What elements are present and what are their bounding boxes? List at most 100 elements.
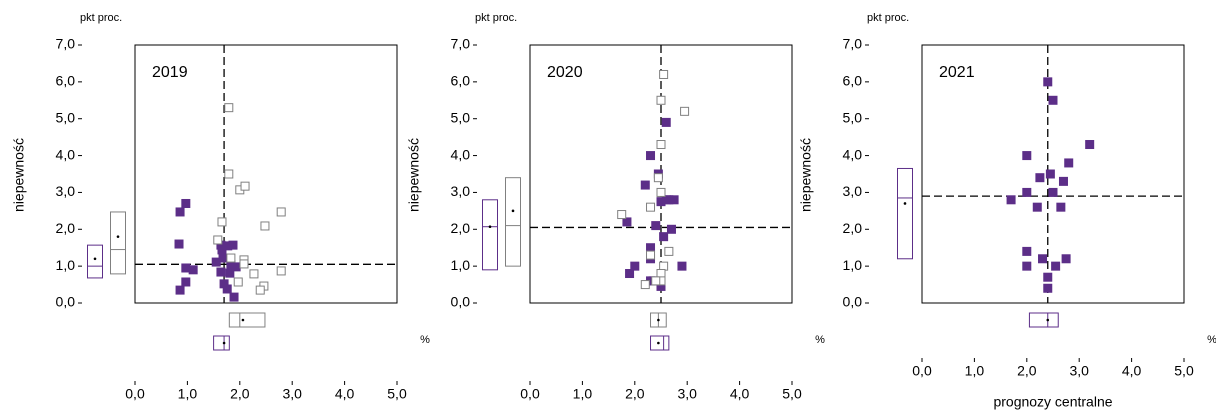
x-tick-label: 2,0 [625,386,645,402]
data-point [276,207,286,217]
data-point [630,261,640,271]
data-point [1022,246,1032,256]
y-tick-label: 7,0 [451,36,471,52]
data-point [661,195,671,205]
y-tick-label: 1,0 [56,257,76,273]
data-point [656,95,666,105]
y-tick-label: 1,0 [451,257,471,273]
data-point [216,267,226,277]
data-point [276,266,286,276]
data-point [1022,261,1032,271]
data-point [175,285,185,295]
data-point [640,280,650,290]
box-mean [1046,318,1050,322]
x-tick-label: 1,0 [965,363,985,379]
data-point [224,169,234,179]
data-point [653,173,663,183]
data-point [656,269,666,279]
data-point [659,69,669,79]
x-tick-label: 2,0 [1017,363,1037,379]
y-tick-label: 5,0 [451,109,471,125]
y-tick-label: 1,0 [843,257,863,273]
box-mean [222,341,226,345]
data-point [625,269,635,279]
data-point [656,187,666,197]
x-tick-label: 0,0 [125,386,145,402]
x-tick-label: 5,0 [782,386,802,402]
y-tick-label: 4,0 [451,146,471,162]
data-point [181,277,191,287]
y-tick-label: 7,0 [56,36,76,52]
data-point [1045,169,1055,179]
data-point [233,277,243,287]
data-point [188,265,198,275]
data-point [222,284,232,294]
data-point [260,221,270,231]
data-point [174,239,184,249]
y-tick-label: 0,0 [843,294,863,310]
data-point [659,261,669,271]
data-point [1058,176,1068,186]
x-tick-label: 3,0 [1069,363,1089,379]
data-point [225,268,235,278]
uncertainty-box [110,211,126,275]
data-point [229,292,239,302]
unit-label: pkt proc. [867,12,909,24]
box-mean [93,257,97,261]
data-point [664,246,674,256]
y-tick-label: 6,0 [56,73,76,89]
data-point [226,253,236,263]
x-tick-label: 4,0 [1122,363,1142,379]
data-point [661,117,671,127]
data-point [1022,151,1032,161]
data-point [617,210,627,220]
data-point [646,202,656,212]
panel-label: 2019 [152,64,188,81]
data-point [1085,140,1095,150]
data-point [646,250,656,260]
data-point [640,180,650,190]
box-mean [511,209,515,213]
box-mean [657,318,660,322]
uncertainty-box [482,199,498,271]
box-mean [903,202,907,205]
x-tick-label: 1,0 [178,386,198,402]
data-point [1032,202,1042,212]
data-point [231,262,241,272]
x-tick-label: 0,0 [912,363,932,379]
data-point [1038,254,1048,264]
y-tick-label: 3,0 [843,183,863,199]
data-point [1022,187,1032,197]
x-unit-label: % [1207,334,1216,346]
y-axis-label: niepewność [11,138,27,212]
data-point [213,235,223,245]
y-axis-label: niepewność [798,138,814,212]
y-tick-label: 3,0 [451,183,471,199]
data-point [1048,95,1058,105]
data-point [175,207,185,217]
y-axis-label: niepewność [406,138,422,212]
data-point [239,259,249,269]
data-point [249,269,259,279]
y-tick-label: 6,0 [451,73,471,89]
data-point [659,232,669,242]
uncertainty-box [87,244,103,279]
data-point [1061,254,1071,264]
data-point [1048,187,1058,197]
data-point [646,243,656,253]
x-tick-label: 3,0 [677,386,697,402]
data-point [1006,195,1016,205]
x-tick-label: 0,0 [520,386,540,402]
y-tick-label: 0,0 [451,294,471,310]
y-tick-label: 2,0 [843,220,863,236]
box-mean [488,225,492,229]
x-tick-label: 5,0 [387,386,407,402]
y-tick-label: 5,0 [843,109,863,125]
y-tick-label: 7,0 [843,36,863,52]
data-point [228,240,238,250]
data-point [669,195,679,205]
forecast-box [650,335,670,351]
y-tick-label: 2,0 [56,220,76,236]
uncertainty-box [897,167,913,260]
